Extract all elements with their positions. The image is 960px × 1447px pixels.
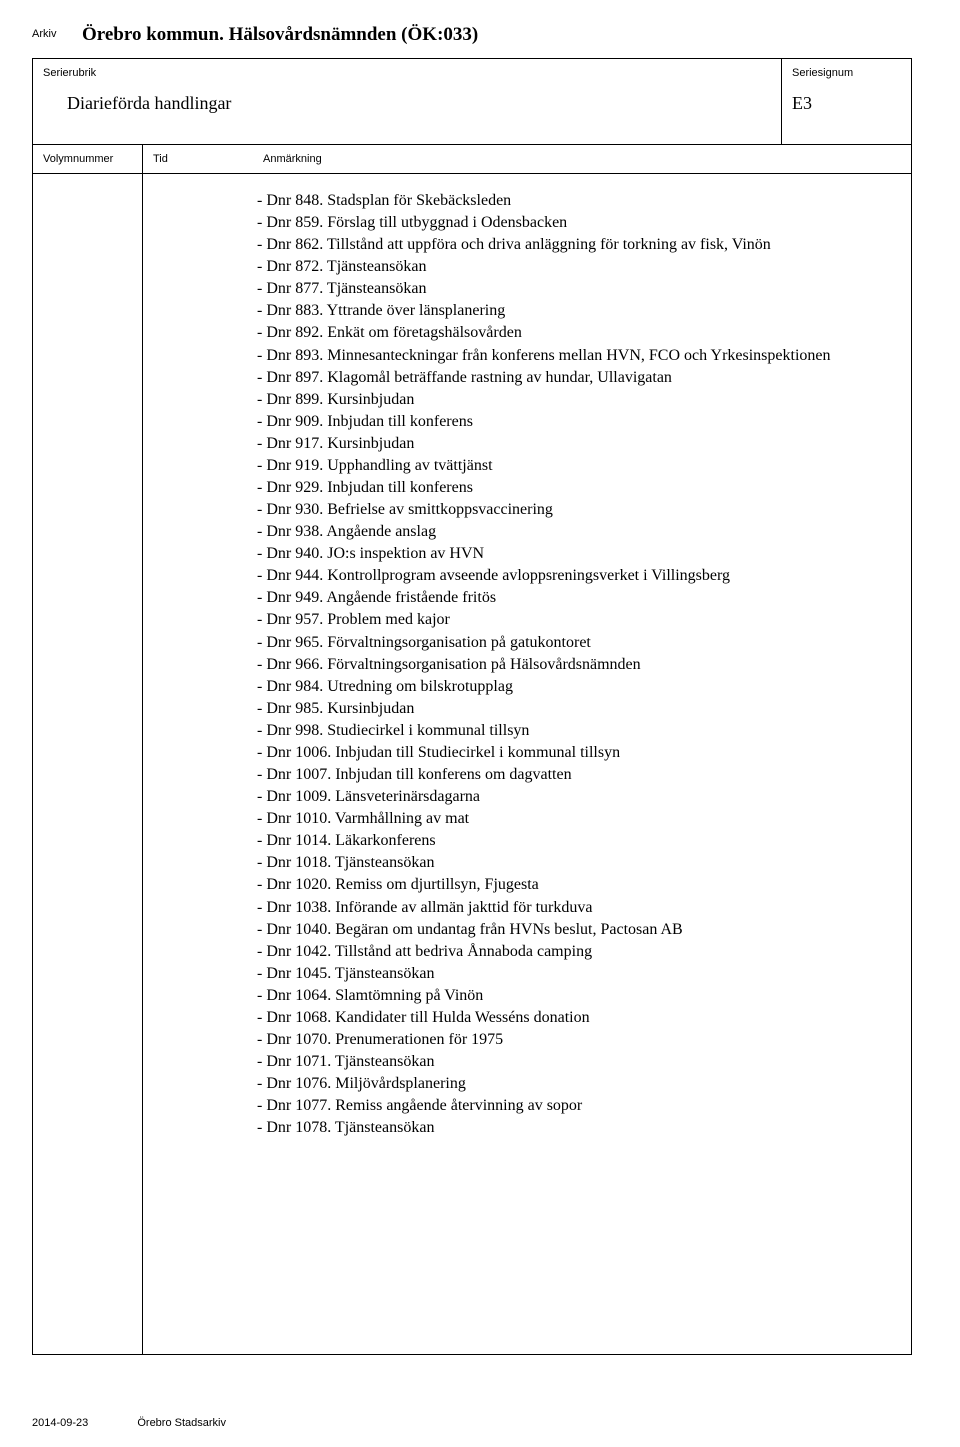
page-footer: 2014-09-23 Örebro Stadsarkiv	[32, 1417, 226, 1429]
serierubrik-label: Serierubrik	[43, 67, 771, 79]
serierubrik-cell: Serierubrik Diarieförda handlingar	[33, 59, 781, 144]
entry-line: - Dnr 1078. Tjänsteansökan	[257, 1117, 901, 1139]
entry-line: - Dnr 1018. Tjänsteansökan	[257, 852, 901, 874]
arkiv-label: Arkiv	[32, 24, 82, 40]
entry-line: - Dnr 883. Yttrande över länsplanering	[257, 300, 901, 322]
entry-line: - Dnr 862. Tillstånd att uppföra och dri…	[257, 234, 901, 256]
main-table: Serierubrik Diarieförda handlingar Serie…	[32, 58, 912, 1355]
entry-line: - Dnr 938. Angående anslag	[257, 521, 901, 543]
entry-line: - Dnr 1068. Kandidater till Hulda Wessén…	[257, 1007, 901, 1029]
anmarkning-header: Anmärkning	[253, 145, 911, 173]
entry-line: - Dnr 1009. Länsveterinärsdagarna	[257, 786, 901, 808]
series-heading: Diarieförda handlingar	[43, 93, 771, 114]
entries-list: - Dnr 848. Stadsplan för Skebäcksleden- …	[257, 190, 901, 1139]
body-row: - Dnr 848. Stadsplan för Skebäcksleden- …	[33, 174, 911, 1354]
entry-line: - Dnr 965. Förvaltningsorganisation på g…	[257, 632, 901, 654]
entry-line: - Dnr 893. Minnesanteckningar från konfe…	[257, 345, 901, 367]
entry-line: - Dnr 872. Tjänsteansökan	[257, 256, 901, 278]
entry-line: - Dnr 957. Problem med kajor	[257, 609, 901, 631]
entry-line: - Dnr 984. Utredning om bilskrotupplag	[257, 676, 901, 698]
entry-line: - Dnr 1038. Införande av allmän jakttid …	[257, 897, 901, 919]
entry-line: - Dnr 1020. Remiss om djurtillsyn, Fjuge…	[257, 874, 901, 896]
entry-line: - Dnr 919. Upphandling av tvättjänst	[257, 455, 901, 477]
entry-line: - Dnr 1077. Remiss angående återvinning …	[257, 1095, 901, 1117]
footer-arkiv: Örebro Stadsarkiv	[137, 1417, 226, 1429]
entry-line: - Dnr 930. Befrielse av smittkoppsvaccin…	[257, 499, 901, 521]
entry-line: - Dnr 1042. Tillstånd att bedriva Ånnabo…	[257, 941, 901, 963]
seriesignum-cell: Seriesignum E3	[781, 59, 911, 144]
entry-line: - Dnr 1014. Läkarkonferens	[257, 830, 901, 852]
entry-line: - Dnr 1070. Prenumerationen för 1975	[257, 1029, 901, 1051]
entry-line: - Dnr 944. Kontrollprogram avseende avlo…	[257, 565, 901, 587]
entry-line: - Dnr 917. Kursinbjudan	[257, 433, 901, 455]
entry-line: - Dnr 998. Studiecirkel i kommunal tills…	[257, 720, 901, 742]
entry-line: - Dnr 848. Stadsplan för Skebäcksleden	[257, 190, 901, 212]
tid-header: Tid	[143, 145, 253, 173]
seriesignum-label: Seriesignum	[792, 67, 901, 79]
entry-line: - Dnr 1045. Tjänsteansökan	[257, 963, 901, 985]
entry-line: - Dnr 1071. Tjänsteansökan	[257, 1051, 901, 1073]
entry-line: - Dnr 949. Angående fristående fritös	[257, 587, 901, 609]
entry-line: - Dnr 929. Inbjudan till konferens	[257, 477, 901, 499]
entry-line: - Dnr 892. Enkät om företagshälsovården	[257, 322, 901, 344]
entry-line: - Dnr 899. Kursinbjudan	[257, 389, 901, 411]
entry-line: - Dnr 897. Klagomål beträffande rastning…	[257, 367, 901, 389]
entry-line: - Dnr 1006. Inbjudan till Studiecirkel i…	[257, 742, 901, 764]
entry-line: - Dnr 877. Tjänsteansökan	[257, 278, 901, 300]
entry-line: - Dnr 1064. Slamtömning på Vinön	[257, 985, 901, 1007]
entry-line: - Dnr 1076. Miljövårdsplanering	[257, 1073, 901, 1095]
anmarkning-column: - Dnr 848. Stadsplan för Skebäcksleden- …	[143, 174, 911, 1354]
series-header-row: Serierubrik Diarieförda handlingar Serie…	[33, 59, 911, 145]
volymnummer-column	[33, 174, 143, 1354]
entry-line: - Dnr 940. JO:s inspektion av HVN	[257, 543, 901, 565]
entry-line: - Dnr 909. Inbjudan till konferens	[257, 411, 901, 433]
series-signum: E3	[792, 93, 901, 114]
entry-line: - Dnr 859. Förslag till utbyggnad i Oden…	[257, 212, 901, 234]
page-top-header: Arkiv Örebro kommun. Hälsovårdsnämnden (…	[32, 24, 912, 46]
volymnummer-header: Volymnummer	[33, 145, 143, 173]
entry-line: - Dnr 985. Kursinbjudan	[257, 698, 901, 720]
entry-line: - Dnr 1010. Varmhållning av mat	[257, 808, 901, 830]
entry-line: - Dnr 1040. Begäran om undantag från HVN…	[257, 919, 901, 941]
arkiv-title: Örebro kommun. Hälsovårdsnämnden (ÖK:033…	[82, 24, 478, 46]
entry-line: - Dnr 966. Förvaltningsorganisation på H…	[257, 654, 901, 676]
column-header-row: Volymnummer Tid Anmärkning	[33, 145, 911, 174]
footer-date: 2014-09-23	[32, 1417, 88, 1429]
entry-line: - Dnr 1007. Inbjudan till konferens om d…	[257, 764, 901, 786]
